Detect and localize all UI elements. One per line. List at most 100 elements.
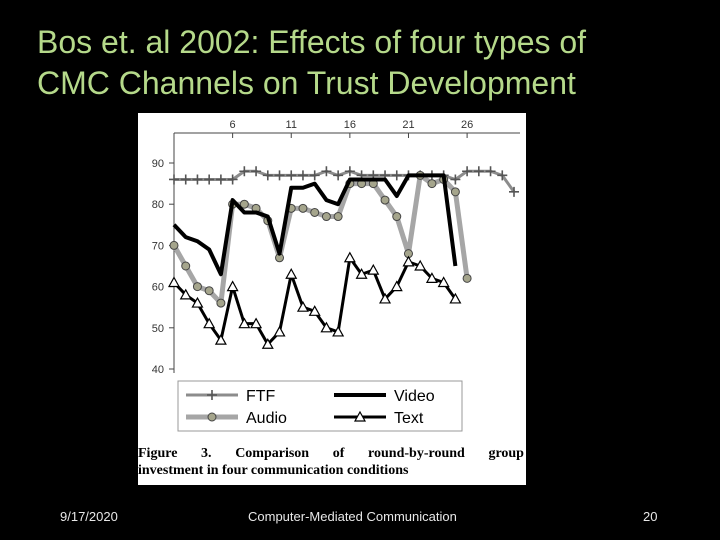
data-point-ftf <box>274 170 285 181</box>
data-point-ftf <box>497 170 508 181</box>
data-point-audio <box>392 212 402 222</box>
legend-label-audio: Audio <box>246 410 287 427</box>
line-chart: 40 50 60 70 80 90 6 11 16 21 26 FTF Audio Video Text <box>152 119 520 432</box>
y-tick-label: 60 <box>152 282 164 294</box>
data-point-text <box>214 333 227 345</box>
data-point-ftf <box>321 166 332 177</box>
legend: FTF Audio Video Text <box>177 380 463 432</box>
x-tick-label: 6 <box>230 119 236 131</box>
data-point-ftf <box>509 186 519 197</box>
data-point-text <box>167 276 181 288</box>
y-tick-label: 70 <box>152 240 164 252</box>
data-point-ftf <box>485 166 496 177</box>
data-point-audio <box>321 212 331 222</box>
caption-word: 3. <box>201 446 212 461</box>
x-tick-label: 26 <box>461 119 473 131</box>
data-point-text <box>250 317 263 329</box>
data-point-text <box>414 259 427 271</box>
caption-line-1: Figure 3. Comparison of round-by-round g… <box>138 445 524 462</box>
data-point-text <box>296 300 309 312</box>
data-point-ftf <box>204 174 215 185</box>
data-point-ftf <box>391 170 402 181</box>
caption-word: Figure <box>138 446 178 461</box>
data-point-text <box>273 325 286 337</box>
data-point-ftf <box>180 174 191 185</box>
data-point-ftf <box>450 174 461 185</box>
footer-title: Computer-Mediated Communication <box>248 509 457 524</box>
data-point-audio <box>204 286 214 296</box>
legend-label-ftf: FTF <box>246 388 276 405</box>
series-video <box>172 173 458 277</box>
data-point-text <box>353 410 367 422</box>
data-point-audio <box>462 273 472 283</box>
slide-title: Bos et. al 2002: Effects of four types o… <box>37 22 697 104</box>
data-point-ftf <box>286 170 297 181</box>
footer-date: 9/17/2020 <box>60 509 118 524</box>
data-point-text <box>437 276 450 288</box>
data-point-text <box>390 280 403 292</box>
caption-word: Comparison <box>235 446 310 461</box>
slide-title-line-1: Bos et. al 2002: Effects of four types o… <box>37 24 587 60</box>
data-point-text <box>449 292 462 304</box>
data-point-text <box>179 288 192 300</box>
data-point-text <box>355 268 368 279</box>
legend-label-video: Video <box>394 388 435 405</box>
data-point-ftf <box>192 174 203 185</box>
footer-page-number: 20 <box>643 509 658 524</box>
x-tick-label: 21 <box>402 119 414 131</box>
data-point-ftf <box>251 166 262 177</box>
data-point-ftf <box>215 174 226 185</box>
y-tick-label: 50 <box>152 323 164 335</box>
data-point-ftf <box>473 166 484 177</box>
data-point-audio <box>192 282 202 292</box>
figure-panel: 40 50 60 70 80 90 6 11 16 21 26 FTF Audio Video Text F… <box>138 113 526 485</box>
data-point-text <box>402 255 415 267</box>
data-point-text <box>367 263 380 275</box>
data-point-text <box>285 268 298 279</box>
caption-word: of <box>332 446 345 461</box>
data-point-ftf <box>462 166 473 177</box>
data-point-ftf <box>227 174 238 185</box>
data-point-text <box>238 317 251 329</box>
x-tick-label: 11 <box>286 119 297 131</box>
data-point-text <box>261 338 274 349</box>
data-point-ftf <box>344 166 355 177</box>
series-line-video <box>172 173 458 277</box>
figure-caption: Figure 3. Comparison of round-by-round g… <box>138 445 524 479</box>
data-point-text <box>203 317 216 329</box>
data-point-ftf <box>309 170 320 181</box>
data-point-text <box>308 305 321 316</box>
data-point-audio <box>380 195 390 205</box>
data-point-text <box>425 272 438 283</box>
y-tick-label: 80 <box>152 199 164 211</box>
data-point-audio <box>333 212 343 222</box>
data-point-text <box>332 325 345 337</box>
series-text <box>167 251 462 349</box>
y-tick-label: 90 <box>152 158 164 170</box>
data-point-text <box>343 251 356 263</box>
legend-box <box>177 380 463 432</box>
data-point-ftf <box>297 170 308 181</box>
data-point-text <box>379 292 392 304</box>
caption-line-2: investment in four communication conditi… <box>138 463 409 478</box>
data-point-ftf <box>333 170 344 181</box>
data-point-audio <box>450 187 460 197</box>
caption-word: group <box>488 446 524 461</box>
data-point-text <box>191 296 204 308</box>
data-point-text <box>320 321 333 333</box>
data-point-audio <box>310 207 320 217</box>
data-point-ftf <box>239 166 250 177</box>
caption-word: round-by-round <box>368 446 465 461</box>
data-point-audio <box>207 412 217 422</box>
data-point-ftf <box>262 170 273 181</box>
data-point-audio <box>169 240 179 250</box>
data-point-audio <box>427 179 437 189</box>
data-point-ftf <box>207 390 217 400</box>
data-point-audio <box>216 298 226 308</box>
series-line-audio <box>171 172 470 306</box>
data-point-audio <box>181 261 191 271</box>
data-point-audio <box>298 203 308 213</box>
x-tick-label: 16 <box>344 119 356 131</box>
data-point-audio <box>239 199 249 209</box>
slide-title-line-2: CMC Channels on Trust Development <box>37 65 576 101</box>
